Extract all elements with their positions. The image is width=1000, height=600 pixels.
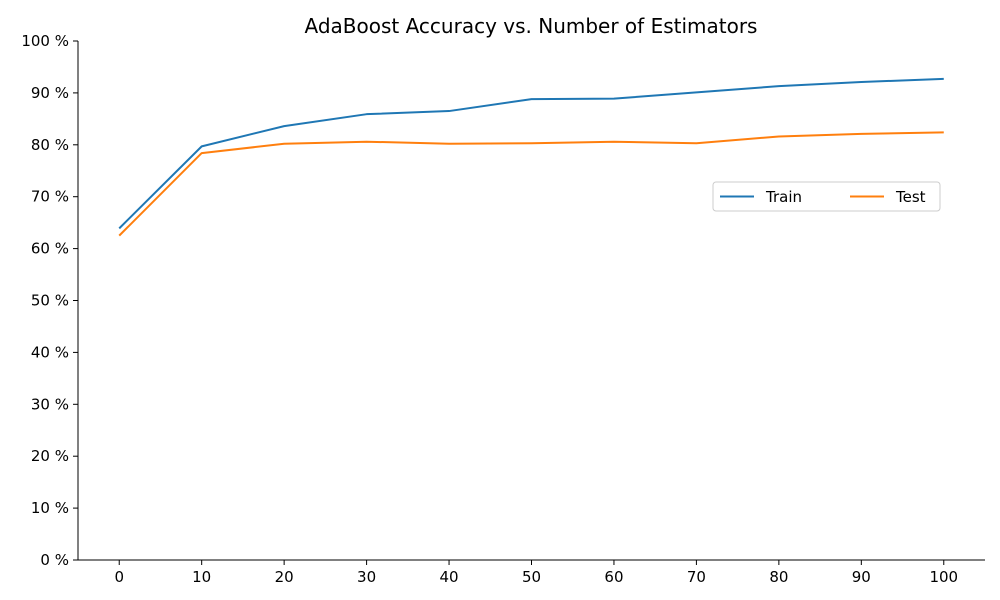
legend-frame <box>712 181 941 212</box>
x-tick-label: 0 <box>114 568 124 586</box>
y-tick-label: 30 % <box>31 395 69 413</box>
y-tick-label: 60 % <box>31 240 69 258</box>
x-tick-label: 90 <box>852 568 871 586</box>
axes: 0 10 20 30 40 50 60 70 80 90 100 0 % 10 % 20 % 30 % 40 … <box>21 32 985 586</box>
y-tick-label: 50 % <box>31 292 69 310</box>
series-layer <box>118 77 944 237</box>
legend-label-test: Test <box>895 188 926 206</box>
series-line-test <box>118 131 944 237</box>
y-tick-label: 100 % <box>21 32 69 50</box>
legend-label-train: Train <box>765 188 802 206</box>
legend: Train Test <box>712 181 941 212</box>
x-tick-label: 50 <box>522 568 541 586</box>
x-tick-label: 10 <box>192 568 211 586</box>
y-tick-label: 70 % <box>31 188 69 206</box>
y-tick-label: 0 % <box>40 551 69 569</box>
y-tick-label: 90 % <box>31 84 69 102</box>
series-line-train <box>118 77 944 230</box>
x-tick-label: 60 <box>604 568 623 586</box>
y-tick-label: 40 % <box>31 343 69 361</box>
x-tick-label: 40 <box>439 568 458 586</box>
x-tick-label: 100 <box>929 568 958 586</box>
chart-title: AdaBoost Accuracy vs. Number of Estimato… <box>305 14 758 38</box>
y-tick-label: 10 % <box>31 499 69 517</box>
y-tick-label: 20 % <box>31 447 69 465</box>
y-tick-label: 80 % <box>31 136 69 154</box>
x-tick-label: 30 <box>357 568 376 586</box>
x-tick-label: 20 <box>275 568 294 586</box>
x-tick-label: 70 <box>687 568 706 586</box>
x-tick-label: 80 <box>769 568 788 586</box>
